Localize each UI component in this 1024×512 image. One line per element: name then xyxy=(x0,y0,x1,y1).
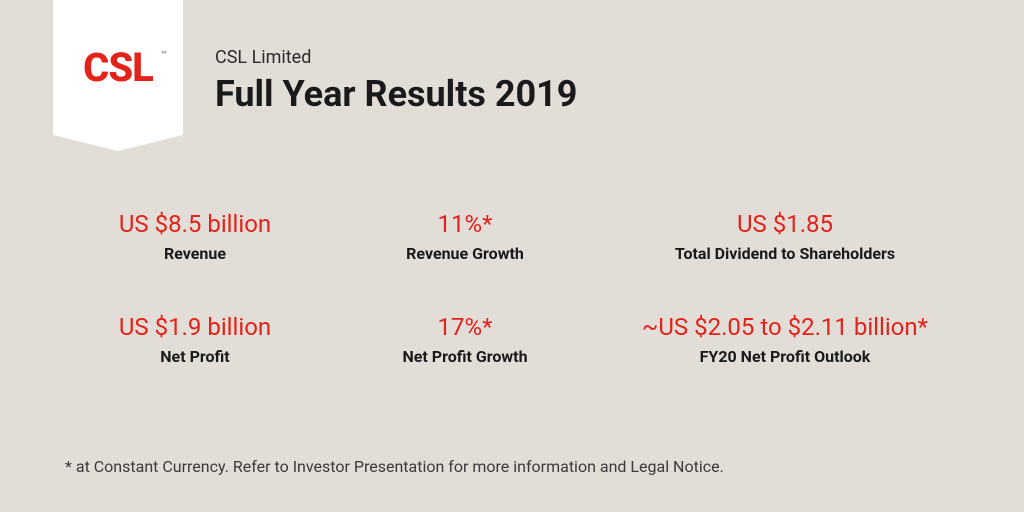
metric-net-profit-growth: 17%* Net Profit Growth xyxy=(330,313,600,366)
company-name: CSL Limited xyxy=(215,47,577,68)
logo-block: CSL ™ xyxy=(53,0,183,135)
metrics-grid: US $8.5 billion Revenue 11%* Revenue Gro… xyxy=(60,210,970,366)
page-title: Full Year Results 2019 xyxy=(215,73,577,115)
logo-text: CSL ™ xyxy=(83,44,153,91)
metric-value: US $1.85 xyxy=(600,210,970,238)
metric-value: 11%* xyxy=(330,210,600,238)
metric-label: FY20 Net Profit Outlook xyxy=(600,347,970,366)
metric-value: US $1.9 billion xyxy=(60,313,330,341)
metric-label: Revenue Growth xyxy=(330,244,600,263)
metric-label: Net Profit xyxy=(60,347,330,366)
metric-dividend: US $1.85 Total Dividend to Shareholders xyxy=(600,210,970,263)
metric-outlook: ~US $2.05 to $2.11 billion* FY20 Net Pro… xyxy=(600,313,970,366)
metric-net-profit: US $1.9 billion Net Profit xyxy=(60,313,330,366)
logo-tm: ™ xyxy=(161,50,166,61)
metric-revenue-growth: 11%* Revenue Growth xyxy=(330,210,600,263)
metric-value: US $8.5 billion xyxy=(60,210,330,238)
metric-value: ~US $2.05 to $2.11 billion* xyxy=(600,313,970,341)
header: CSL Limited Full Year Results 2019 xyxy=(215,47,577,115)
metric-label: Net Profit Growth xyxy=(330,347,600,366)
metric-value: 17%* xyxy=(330,313,600,341)
footnote: * at Constant Currency. Refer to Investo… xyxy=(65,457,724,476)
metric-label: Total Dividend to Shareholders xyxy=(600,244,970,263)
logo-letters: CSL xyxy=(83,44,153,91)
metric-revenue: US $8.5 billion Revenue xyxy=(60,210,330,263)
metric-label: Revenue xyxy=(60,244,330,263)
